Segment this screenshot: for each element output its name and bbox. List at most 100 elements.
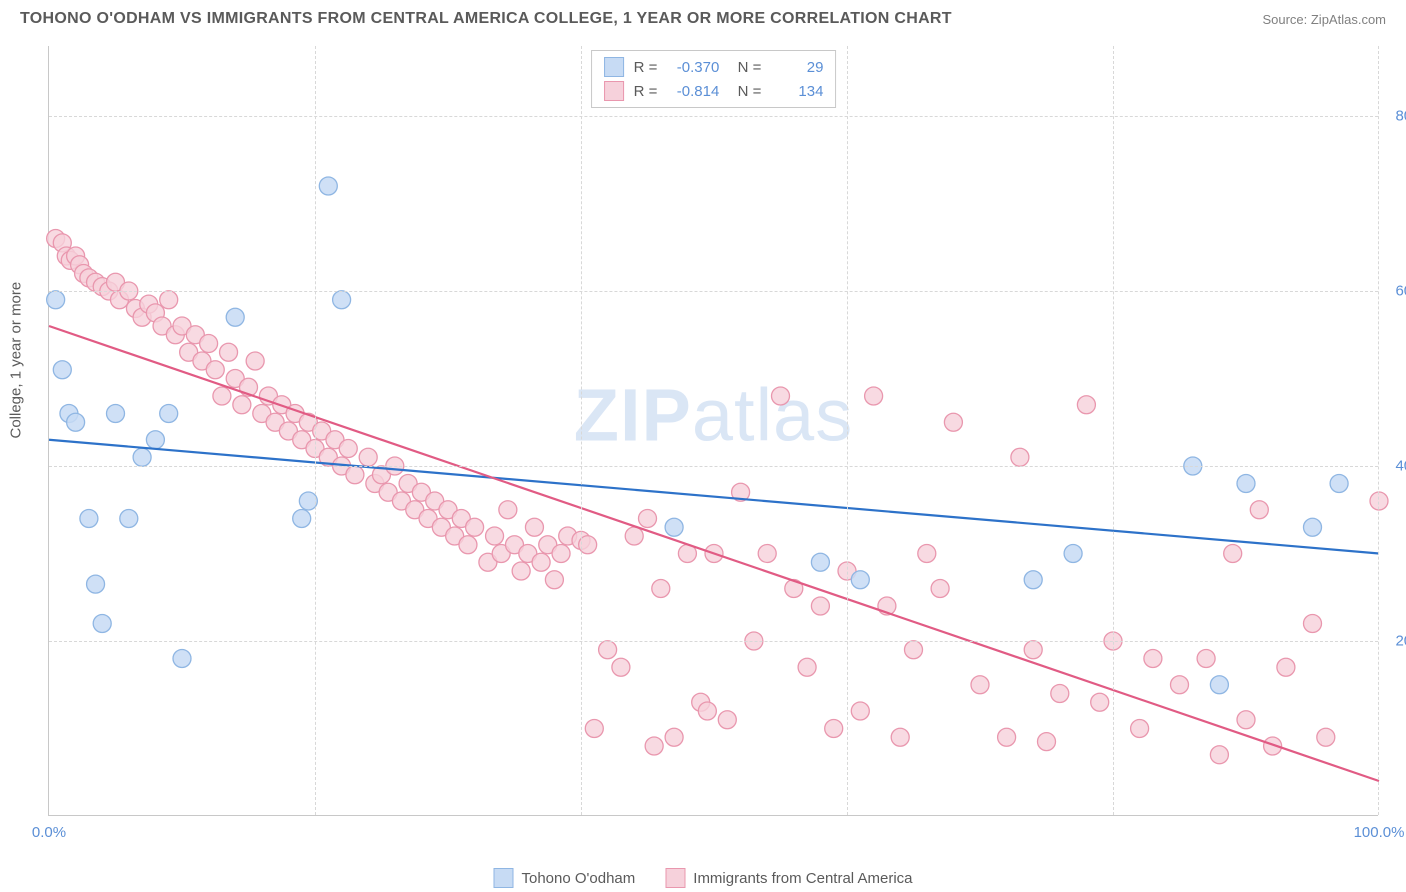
- legend-item-2: Immigrants from Central America: [665, 868, 912, 888]
- data-point: [53, 361, 71, 379]
- gridline-h: [49, 641, 1378, 642]
- data-point: [825, 720, 843, 738]
- chart-source: Source: ZipAtlas.com: [1262, 12, 1386, 27]
- data-point: [532, 553, 550, 571]
- data-point: [1091, 693, 1109, 711]
- n-value-1: 29: [771, 59, 823, 76]
- chart-plot-area: ZIPatlas R = -0.370 N = 29 R = -0.814 N …: [48, 46, 1378, 816]
- data-point: [333, 291, 351, 309]
- data-point: [652, 580, 670, 598]
- swatch-series-2: [604, 81, 624, 101]
- swatch-series-1: [604, 57, 624, 77]
- data-point: [758, 545, 776, 563]
- data-point: [1317, 728, 1335, 746]
- data-point: [466, 518, 484, 536]
- data-point: [944, 413, 962, 431]
- legend-label-2: Immigrants from Central America: [693, 870, 912, 887]
- data-point: [931, 580, 949, 598]
- data-point: [1304, 615, 1322, 633]
- correlation-legend: R = -0.370 N = 29 R = -0.814 N = 134: [591, 50, 837, 108]
- data-point: [1210, 676, 1228, 694]
- data-point: [639, 510, 657, 528]
- data-point: [47, 291, 65, 309]
- data-point: [851, 702, 869, 720]
- gridline-v: [847, 46, 848, 815]
- data-point: [1051, 685, 1069, 703]
- n-label: N =: [729, 83, 761, 100]
- series-legend: Tohono O'odham Immigrants from Central A…: [493, 868, 912, 888]
- data-point: [146, 431, 164, 449]
- data-point: [1011, 448, 1029, 466]
- gridline-v: [1113, 46, 1114, 815]
- data-point: [1277, 658, 1295, 676]
- data-point: [718, 711, 736, 729]
- correlation-legend-row-1: R = -0.370 N = 29: [604, 55, 824, 79]
- data-point: [905, 641, 923, 659]
- r-value-2: -0.814: [667, 83, 719, 100]
- r-value-1: -0.370: [667, 59, 719, 76]
- scatter-svg: [49, 46, 1378, 815]
- data-point: [93, 615, 111, 633]
- data-point: [798, 658, 816, 676]
- chart-title: TOHONO O'ODHAM VS IMMIGRANTS FROM CENTRA…: [20, 10, 952, 28]
- data-point: [220, 343, 238, 361]
- data-point: [1024, 571, 1042, 589]
- data-point: [1370, 492, 1388, 510]
- data-point: [612, 658, 630, 676]
- data-point: [811, 597, 829, 615]
- data-point: [971, 676, 989, 694]
- data-point: [486, 527, 504, 545]
- data-point: [545, 571, 563, 589]
- data-point: [1077, 396, 1095, 414]
- data-point: [1330, 475, 1348, 493]
- data-point: [851, 571, 869, 589]
- data-point: [1171, 676, 1189, 694]
- data-point: [319, 177, 337, 195]
- y-tick-label: 60.0%: [1383, 283, 1406, 300]
- r-label: R =: [634, 83, 658, 100]
- data-point: [625, 527, 643, 545]
- data-point: [1064, 545, 1082, 563]
- chart-header: TOHONO O'ODHAM VS IMMIGRANTS FROM CENTRA…: [0, 0, 1406, 36]
- data-point: [1250, 501, 1268, 519]
- swatch-bottom-1: [493, 868, 513, 888]
- data-point: [160, 405, 178, 423]
- data-point: [120, 510, 138, 528]
- data-point: [998, 728, 1016, 746]
- data-point: [1197, 650, 1215, 668]
- data-point: [233, 396, 251, 414]
- data-point: [1237, 475, 1255, 493]
- gridline-v: [315, 46, 316, 815]
- data-point: [346, 466, 364, 484]
- data-point: [918, 545, 936, 563]
- data-point: [698, 702, 716, 720]
- data-point: [107, 405, 125, 423]
- data-point: [772, 387, 790, 405]
- n-label: N =: [729, 59, 761, 76]
- data-point: [200, 335, 218, 353]
- data-point: [1144, 650, 1162, 668]
- data-point: [552, 545, 570, 563]
- data-point: [599, 641, 617, 659]
- data-point: [206, 361, 224, 379]
- data-point: [811, 553, 829, 571]
- data-point: [1131, 720, 1149, 738]
- data-point: [67, 413, 85, 431]
- data-point: [891, 728, 909, 746]
- data-point: [173, 650, 191, 668]
- gridline-h: [49, 466, 1378, 467]
- data-point: [865, 387, 883, 405]
- data-point: [459, 536, 477, 554]
- legend-item-1: Tohono O'odham: [493, 868, 635, 888]
- x-tick-label: 100.0%: [1354, 824, 1405, 841]
- trend-line: [49, 440, 1379, 554]
- data-point: [213, 387, 231, 405]
- data-point: [1237, 711, 1255, 729]
- data-point: [585, 720, 603, 738]
- data-point: [525, 518, 543, 536]
- data-point: [339, 440, 357, 458]
- data-point: [293, 510, 311, 528]
- data-point: [87, 575, 105, 593]
- x-tick-label: 0.0%: [32, 824, 66, 841]
- y-tick-label: 20.0%: [1383, 633, 1406, 650]
